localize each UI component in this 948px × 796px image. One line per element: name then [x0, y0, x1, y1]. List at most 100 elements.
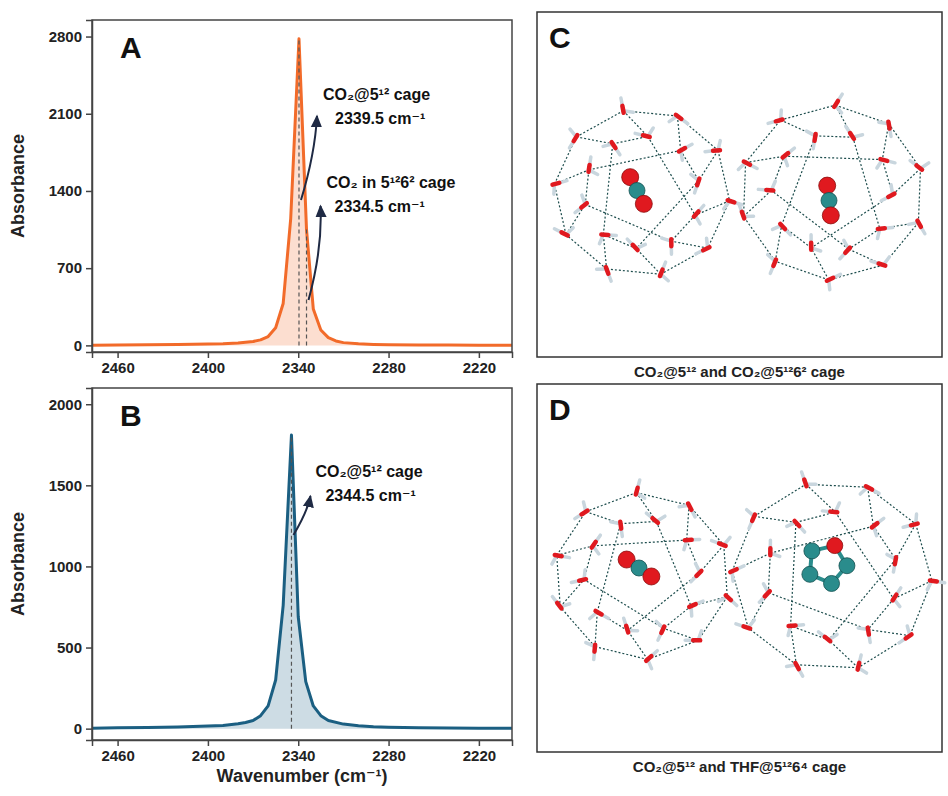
- water-oxygen: [661, 627, 664, 633]
- hydrogen-bond: [589, 150, 681, 169]
- y-tick-label: 1400: [49, 182, 82, 199]
- hydrogen-bond: [576, 137, 612, 144]
- hydrogen-bond: [560, 580, 584, 607]
- x-tick: 2280: [372, 352, 405, 376]
- hydrogen-bond: [566, 235, 607, 269]
- y-tick-label: 2100: [49, 105, 82, 122]
- hydrogen-bond: [584, 546, 593, 580]
- hydrogen-bond: [628, 572, 700, 630]
- hydrogen-bond: [868, 630, 910, 636]
- hydrogen-bond: [896, 524, 916, 559]
- water-oxygen: [685, 538, 692, 543]
- diagram-caption: CO₂@5¹² and CO₂@5¹²6² cage: [634, 363, 845, 380]
- x-tick-label: 2280: [372, 747, 405, 764]
- hydrogen-bond: [883, 222, 918, 265]
- plot-frame: [92, 20, 512, 352]
- hydrogen-bond: [744, 217, 776, 262]
- y-tick: 500: [57, 639, 92, 656]
- water-oxygen: [911, 524, 918, 526]
- hydrogen-bond: [744, 190, 772, 216]
- annotation-text: 2344.5 cm⁻¹: [325, 487, 415, 504]
- x-tick-label: 2280: [372, 359, 405, 376]
- x-axis-line: [93, 741, 513, 747]
- water-oxygen: [713, 148, 720, 153]
- x-tick-mark: [117, 352, 119, 358]
- water-oxygen: [752, 515, 755, 521]
- y-tick: 0: [74, 337, 92, 354]
- hydrogen-bond: [853, 137, 880, 229]
- y-tick-label: 0: [74, 337, 82, 354]
- x-tick: 2400: [192, 352, 225, 376]
- y-tick: 700: [57, 259, 92, 276]
- water-oxygen: [562, 232, 568, 235]
- x-tick-label: 2220: [463, 359, 496, 376]
- water-oxygen: [719, 543, 726, 545]
- water-oxygen: [579, 579, 586, 581]
- water-oxygen: [622, 106, 623, 113]
- panel-letter: A: [120, 31, 142, 64]
- co2-carbon: [821, 193, 837, 209]
- water-oxygen: [676, 115, 682, 119]
- hydrogen-bond: [607, 269, 661, 274]
- water-oxygen: [574, 135, 578, 141]
- co2-oxygen: [643, 568, 660, 585]
- hydrogen-bond: [648, 136, 695, 215]
- water-oxygen: [694, 211, 699, 216]
- water-oxygen: [789, 623, 796, 628]
- water-oxygen: [728, 200, 735, 202]
- water-oxygen: [776, 119, 783, 121]
- water-oxygen: [612, 142, 616, 148]
- y-tick-mark: [86, 404, 92, 406]
- hydrogen-bond: [557, 546, 593, 555]
- water-oxygen: [850, 133, 854, 139]
- water-oxygen: [845, 248, 850, 253]
- spectrum-area: [92, 39, 512, 346]
- hydrogen-bond: [661, 248, 708, 274]
- y-axis-title: Absorbance: [8, 512, 28, 616]
- hydrogen-bond: [732, 571, 748, 628]
- y-tick-mark: [86, 191, 92, 193]
- hydrogen-bond: [708, 201, 730, 248]
- water-oxygen: [592, 542, 596, 548]
- water-oxygen: [868, 628, 869, 635]
- water-oxygen: [589, 165, 590, 172]
- water-oxygen: [773, 259, 776, 265]
- diagram-frame: [537, 12, 942, 357]
- hydrogen-bond: [586, 493, 637, 512]
- hydrogen-bond: [815, 136, 853, 137]
- water-oxygen: [660, 270, 663, 276]
- water-oxygen: [744, 626, 751, 628]
- hydrogen-bond: [754, 516, 796, 522]
- water-oxygen: [697, 179, 699, 186]
- annotation-arrow: [301, 116, 317, 200]
- hydrogen-bond: [689, 505, 724, 545]
- x-tick-label: 2400: [192, 747, 225, 764]
- y-tick-mark: [86, 114, 92, 116]
- water-oxygen: [895, 557, 896, 564]
- y-tick: 2800: [49, 28, 92, 45]
- water-oxygen: [834, 101, 838, 107]
- x-tick: 2400: [192, 740, 225, 764]
- peak-line: [298, 39, 299, 346]
- x-tick-label: 2460: [101, 747, 134, 764]
- hydrogen-bond: [811, 248, 829, 280]
- hydrogen-bond: [746, 120, 781, 163]
- hydrogen-bond: [796, 665, 858, 668]
- x-tick: 2220: [463, 740, 496, 764]
- plot-frame: [92, 388, 512, 740]
- hydrogen-bond: [754, 484, 806, 516]
- water-oxygen: [906, 634, 912, 638]
- hydrogen-bond: [775, 225, 781, 261]
- hydrogen-bond: [746, 156, 785, 162]
- hydrogen-bond: [687, 540, 700, 572]
- y-tick: 0: [74, 720, 92, 737]
- co2-oxygen: [822, 207, 839, 224]
- y-tick-label: 700: [57, 259, 82, 276]
- x-tick-mark: [298, 740, 300, 746]
- y-axis-title: Absorbance: [8, 134, 28, 238]
- water-oxygen: [866, 486, 872, 489]
- thf-carbon: [804, 543, 820, 559]
- water-oxygen: [809, 243, 814, 250]
- x-axis: 24602400234022802220: [93, 352, 513, 376]
- thf-carbon: [802, 566, 818, 582]
